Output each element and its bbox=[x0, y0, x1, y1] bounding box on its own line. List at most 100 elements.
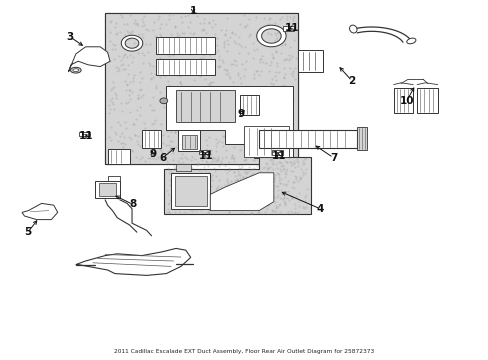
Point bbox=[223, 178, 230, 184]
Point bbox=[253, 171, 261, 177]
Point bbox=[112, 95, 120, 101]
Point bbox=[294, 190, 302, 196]
Text: 2: 2 bbox=[348, 76, 355, 86]
Point bbox=[278, 197, 286, 202]
Point bbox=[200, 123, 208, 129]
Point bbox=[277, 190, 285, 195]
Point bbox=[284, 57, 292, 63]
Point bbox=[223, 105, 231, 111]
Point bbox=[223, 15, 230, 21]
Point bbox=[116, 122, 123, 128]
Point bbox=[152, 86, 160, 91]
Point bbox=[192, 96, 200, 102]
Point bbox=[205, 19, 213, 25]
Point bbox=[275, 195, 283, 201]
Point bbox=[236, 205, 244, 211]
Point bbox=[242, 186, 250, 192]
Point bbox=[277, 50, 285, 56]
Point bbox=[246, 109, 254, 114]
Point bbox=[264, 184, 271, 190]
Point bbox=[267, 160, 275, 166]
Point bbox=[183, 156, 191, 162]
Point bbox=[273, 170, 281, 176]
Point bbox=[134, 133, 142, 139]
Point bbox=[169, 47, 177, 53]
Point bbox=[219, 133, 227, 139]
Point bbox=[238, 196, 246, 202]
Point bbox=[234, 50, 242, 56]
Point bbox=[172, 144, 180, 150]
Point bbox=[167, 71, 175, 77]
Point bbox=[199, 56, 206, 62]
Point bbox=[222, 135, 230, 141]
Point bbox=[276, 166, 284, 172]
Point bbox=[222, 27, 229, 33]
Point bbox=[171, 24, 179, 30]
Point bbox=[230, 158, 238, 164]
Point bbox=[299, 158, 306, 163]
Point bbox=[242, 174, 249, 180]
Point bbox=[235, 201, 243, 207]
Point bbox=[257, 156, 265, 162]
Point bbox=[278, 145, 285, 151]
Point bbox=[277, 168, 285, 174]
Point bbox=[118, 151, 125, 157]
Point bbox=[194, 160, 202, 166]
Point bbox=[117, 62, 124, 68]
Point bbox=[129, 78, 137, 84]
Point bbox=[211, 114, 219, 120]
Point bbox=[244, 115, 251, 121]
Point bbox=[239, 193, 246, 199]
Point bbox=[161, 73, 168, 79]
Point bbox=[280, 74, 288, 80]
Point bbox=[273, 192, 281, 198]
Point bbox=[285, 19, 292, 24]
Point bbox=[199, 27, 207, 32]
Point bbox=[124, 87, 132, 93]
Point bbox=[204, 192, 212, 198]
Point bbox=[226, 123, 234, 129]
Point bbox=[242, 58, 249, 64]
Point bbox=[282, 166, 290, 171]
Point bbox=[221, 92, 228, 98]
Point bbox=[146, 75, 154, 81]
Point bbox=[243, 189, 251, 195]
Point bbox=[227, 178, 235, 184]
Point bbox=[175, 193, 183, 199]
Point bbox=[174, 126, 182, 132]
Point bbox=[209, 79, 217, 85]
Point bbox=[218, 57, 225, 62]
Point bbox=[164, 53, 172, 59]
Point bbox=[202, 158, 209, 164]
Point bbox=[268, 81, 276, 87]
Point bbox=[228, 155, 236, 161]
Point bbox=[143, 27, 151, 33]
Point bbox=[263, 206, 270, 212]
Point bbox=[156, 31, 164, 36]
Point bbox=[213, 202, 221, 208]
Point bbox=[195, 189, 203, 194]
Point bbox=[215, 163, 223, 169]
Point bbox=[110, 106, 118, 112]
Point bbox=[157, 21, 165, 27]
Point bbox=[213, 206, 221, 212]
Point bbox=[162, 22, 170, 27]
Point bbox=[157, 149, 165, 155]
Point bbox=[289, 73, 297, 79]
Point bbox=[217, 161, 224, 166]
Point bbox=[300, 160, 308, 166]
Point bbox=[285, 55, 293, 60]
Point bbox=[125, 36, 133, 42]
Point bbox=[216, 110, 224, 116]
Point bbox=[165, 200, 173, 206]
Point bbox=[192, 143, 200, 149]
Point bbox=[175, 206, 183, 212]
Point bbox=[214, 47, 222, 53]
Point bbox=[274, 30, 282, 35]
Point bbox=[287, 53, 295, 59]
Text: 8: 8 bbox=[129, 199, 136, 210]
Point bbox=[247, 189, 255, 194]
Point bbox=[294, 209, 302, 215]
Point bbox=[173, 59, 181, 65]
Point bbox=[270, 175, 278, 181]
